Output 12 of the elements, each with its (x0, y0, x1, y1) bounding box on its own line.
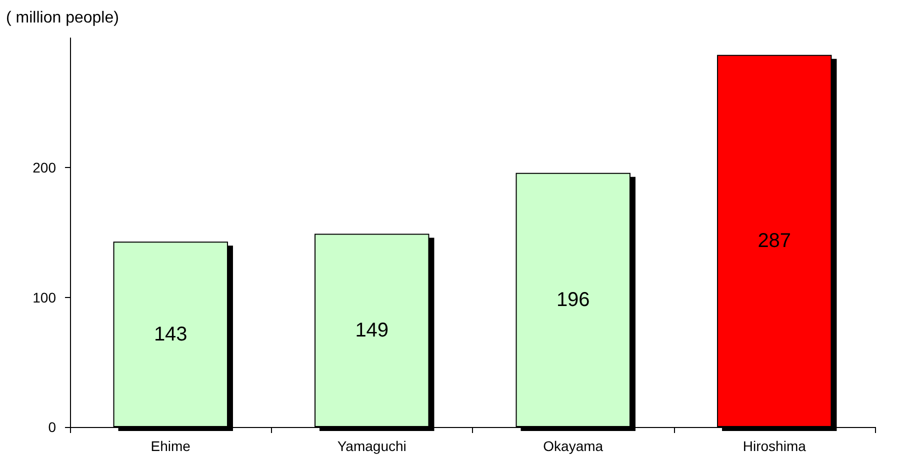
data-label: 149 (355, 319, 389, 342)
x-tick-label: Hiroshima (742, 438, 806, 454)
y-tick-label: 200 (32, 160, 56, 176)
y-axis-title: ( million people) (6, 10, 119, 26)
x-tick-label: Yamaguchi (337, 438, 406, 454)
x-tick-label: Ehime (150, 438, 191, 454)
x-tick-label: Okayama (543, 438, 604, 454)
y-tick-label: 0 (48, 419, 56, 435)
data-label: 287 (758, 230, 792, 252)
y-tick-label: 100 (32, 289, 56, 306)
data-label: 143 (154, 323, 188, 346)
data-label: 196 (556, 288, 590, 311)
